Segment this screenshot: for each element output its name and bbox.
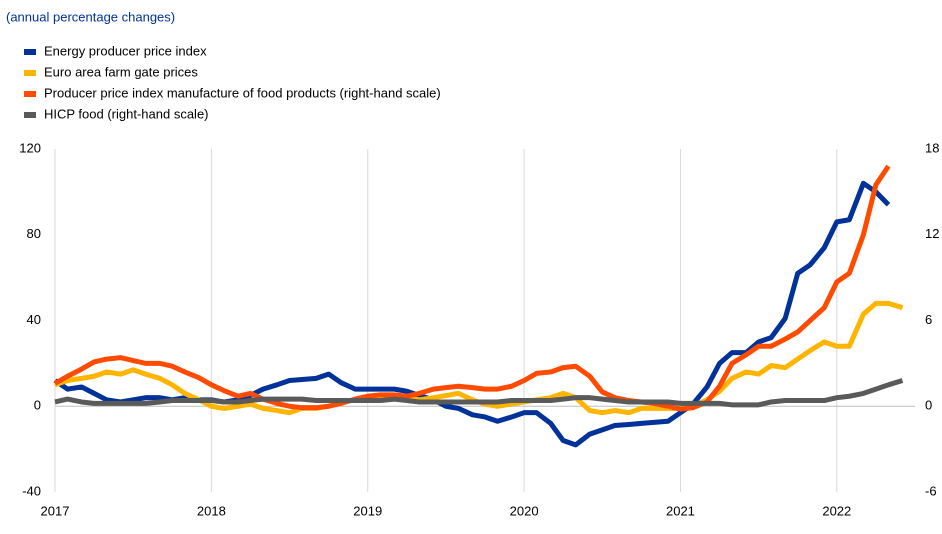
- legend-swatch: [24, 91, 36, 97]
- y-tick-label: 120: [19, 140, 41, 155]
- y2-tick-label: 0: [925, 398, 932, 413]
- legend-swatch: [24, 49, 36, 55]
- x-tick-label: 2020: [510, 503, 539, 518]
- legend-label: Energy producer price index: [44, 43, 207, 58]
- y2-tick-label: 18: [925, 140, 939, 155]
- x-tick-label: 2022: [822, 503, 851, 518]
- x-tick-label: 2021: [666, 503, 695, 518]
- y-tick-label: 40: [27, 312, 41, 327]
- legend-swatch: [24, 112, 36, 118]
- y2-tick-label: 6: [925, 312, 932, 327]
- legend-label: Producer price index manufacture of food…: [44, 85, 441, 100]
- legend-swatch: [24, 70, 36, 76]
- legend-label: HICP food (right-hand scale): [44, 106, 209, 121]
- y-tick-label: 0: [34, 398, 41, 413]
- y-tick-label: 80: [27, 226, 41, 241]
- y-tick-label: -40: [22, 483, 41, 498]
- chart-subtitle: (annual percentage changes): [6, 9, 175, 24]
- x-tick-label: 2018: [197, 503, 226, 518]
- series-line: [53, 164, 891, 412]
- y2-tick-label: -6: [925, 483, 937, 498]
- x-tick-label: 2019: [353, 503, 382, 518]
- legend-label: Euro area farm gate prices: [44, 64, 198, 79]
- series-line: [54, 378, 904, 408]
- y2-tick-label: 12: [925, 226, 939, 241]
- x-tick-label: 2017: [41, 503, 70, 518]
